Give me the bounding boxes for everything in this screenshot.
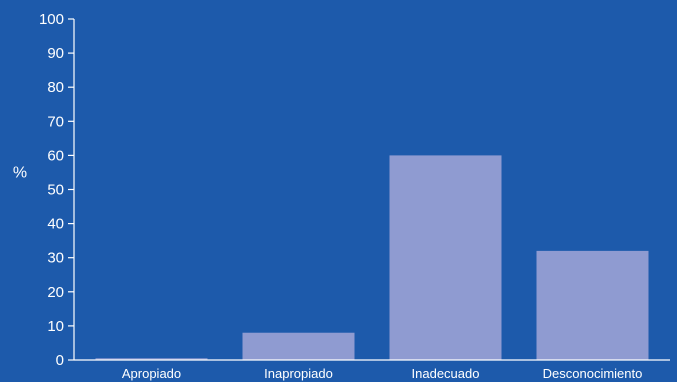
y-tick-label: 40 bbox=[47, 216, 64, 233]
y-tick-label: 60 bbox=[47, 147, 64, 164]
bar-inadecuado bbox=[389, 155, 502, 360]
y-tick-label: 10 bbox=[47, 318, 64, 335]
x-tick-label: Desconocimiento bbox=[543, 366, 643, 381]
bar-desconocimiento bbox=[536, 250, 649, 360]
y-tick-label: 100 bbox=[39, 11, 64, 28]
bars bbox=[95, 155, 649, 360]
x-axis-labels: Apropiado Inapropiado Inadecuado Desconocim… bbox=[122, 366, 643, 381]
y-axis-ticks: 0 10 20 30 40 50 60 70 80 90 100 bbox=[39, 11, 74, 369]
y-tick-label: 50 bbox=[47, 182, 64, 199]
y-tick-label: 30 bbox=[47, 250, 64, 267]
y-tick-label: 90 bbox=[47, 45, 64, 62]
x-tick-label: Apropiado bbox=[122, 366, 181, 381]
y-tick-label: 0 bbox=[56, 352, 64, 369]
y-tick-label: 80 bbox=[47, 79, 64, 96]
bar-inapropiado bbox=[242, 332, 355, 360]
y-tick-label: 20 bbox=[47, 284, 64, 301]
x-tick-label: Inadecuado bbox=[412, 366, 480, 381]
bar-apropiado bbox=[95, 358, 208, 360]
y-axis-label: % bbox=[13, 164, 27, 181]
y-tick-label: 70 bbox=[47, 113, 64, 130]
x-tick-label: Inapropiado bbox=[264, 366, 333, 381]
